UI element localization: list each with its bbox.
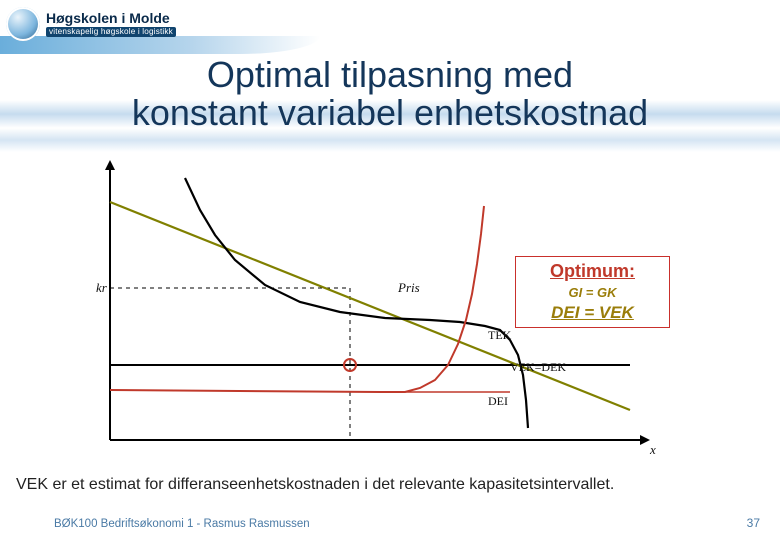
body-text: VEK er et estimat for differanseenhetsko…	[16, 476, 766, 494]
slide-title: Optimal tilpasning med konstant variabel…	[0, 56, 780, 132]
title-line-1: Optimal tilpasning med	[0, 56, 780, 94]
label-dei: DEI	[488, 394, 508, 409]
footer-left: BØK100 Bedriftsøkonomi 1 - Rasmus Rasmus…	[54, 518, 310, 530]
university-name: Høgskolen i Molde	[46, 11, 176, 26]
label-tek: TEK	[488, 328, 511, 343]
optimum-box: Optimum: GI = GK DEI = VEK	[515, 256, 670, 328]
university-logo: Høgskolen i Molde vitenskapelig høgskole…	[6, 4, 266, 44]
economics-diagram: Optimum: GI = GK DEI = VEK kr Pris TEK V…	[90, 160, 670, 450]
footer-page-number: 37	[747, 516, 760, 530]
optimum-line2: DEI = VEK	[522, 303, 663, 323]
university-subtitle: vitenskapelig høgskole i logistikk	[46, 27, 176, 38]
globe-icon	[6, 7, 40, 41]
label-pris: Pris	[398, 280, 420, 296]
optimum-line1: GI = GK	[522, 285, 663, 300]
optimum-title: Optimum:	[522, 261, 663, 282]
label-x: x	[650, 442, 656, 458]
label-vekdek: VEK=DEK	[510, 360, 566, 375]
title-line-2: konstant variabel enhetskostnad	[0, 94, 780, 132]
label-kr: kr	[96, 280, 107, 296]
